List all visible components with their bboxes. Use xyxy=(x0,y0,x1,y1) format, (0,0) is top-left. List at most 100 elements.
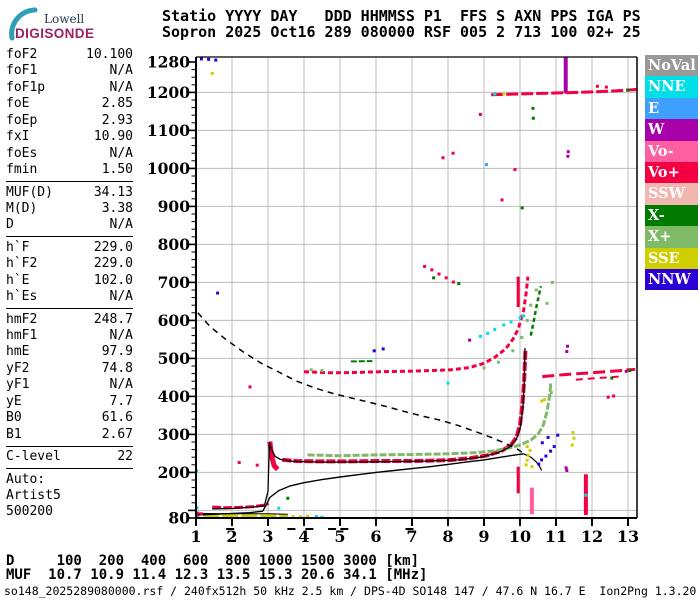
param-value: 2.85 xyxy=(101,96,133,112)
param-label: fmin xyxy=(6,162,38,178)
y-tick-label: 1280 xyxy=(147,53,190,72)
param-row: yE 7.7 xyxy=(6,394,133,410)
param-label: B0 xyxy=(6,410,22,426)
y-tick-label: 200 xyxy=(158,463,191,482)
x-tick-label: 1 xyxy=(190,527,201,546)
x-tick-label: 13 xyxy=(617,527,639,546)
param-row: B0 61.6 xyxy=(6,410,133,426)
y-tick-label: 1100 xyxy=(147,121,190,140)
title-line-1: Statio YYYY DAY DDD HHMMSS P1 FFS S AXN … xyxy=(162,7,641,25)
param-row: yF1 N/A xyxy=(6,377,133,393)
param-value: N/A xyxy=(109,145,133,161)
param-label: D xyxy=(6,217,14,233)
x-tick-label: 3 xyxy=(262,527,273,546)
param-separator xyxy=(6,308,133,310)
y-tick-label: 1200 xyxy=(147,83,190,102)
param-label: foE xyxy=(6,96,30,112)
legend-item-vo: Vo+ xyxy=(645,161,698,184)
x-tick-label: 9 xyxy=(478,527,489,546)
header-title: Statio YYYY DAY DDD HHMMSS P1 FFS S AXN … xyxy=(162,7,641,41)
param-label: yF1 xyxy=(6,377,30,393)
param-label: h`E xyxy=(6,272,30,288)
param-value: 61.6 xyxy=(101,410,133,426)
param-row: M(D) 3.38 xyxy=(6,201,133,217)
param-row: h`F2 229.0 xyxy=(6,256,133,272)
param-value: 1.50 xyxy=(101,162,133,178)
param-value: 229.0 xyxy=(93,239,133,255)
param-row: 500200 xyxy=(6,504,133,520)
param-separator xyxy=(6,181,133,182)
y-tick-label: 500 xyxy=(158,349,191,368)
legend-item-w: W xyxy=(645,119,698,141)
param-value: N/A xyxy=(109,328,133,343)
muf-values-row: MUF 10.7 10.9 11.4 12.3 13.5 15.3 20.6 3… xyxy=(6,567,428,583)
param-row: Auto: xyxy=(6,472,133,488)
param-value: 229.0 xyxy=(93,256,133,272)
param-label: foF1p xyxy=(6,79,46,95)
param-value: N/A xyxy=(109,217,133,233)
legend-item-nne: NNE xyxy=(645,76,698,98)
param-value: 10.90 xyxy=(93,129,133,145)
param-separator xyxy=(6,236,133,238)
param-row: foEs N/A xyxy=(6,146,133,162)
digisonde-logo: Lowell DIGISONDE xyxy=(6,5,136,45)
param-row: D N/A xyxy=(6,217,133,233)
param-row: h`F 229.0 xyxy=(6,240,133,256)
x-tick-label: 7 xyxy=(406,527,417,546)
param-row: foF1 N/A xyxy=(6,63,133,79)
param-label: h`F2 xyxy=(6,256,38,272)
param-value: 22 xyxy=(117,449,133,465)
param-row: yF2 74.8 xyxy=(6,361,133,377)
param-label: yF2 xyxy=(6,360,30,376)
param-label: hmF2 xyxy=(6,311,38,327)
param-label: MUF(D) xyxy=(6,184,53,200)
param-value: N/A xyxy=(109,63,133,79)
param-value: N/A xyxy=(109,289,133,305)
y-tick-label: 800 xyxy=(158,235,191,254)
param-row: foE 2.85 xyxy=(6,96,133,112)
param-value: 34.13 xyxy=(93,184,133,200)
legend-item-noval: NoVal xyxy=(645,55,698,77)
y-tick-label: 80 xyxy=(168,509,190,528)
param-value: 248.7 xyxy=(93,311,133,327)
param-value: 74.8 xyxy=(101,360,133,376)
param-value: 2.67 xyxy=(101,426,133,442)
y-tick-label: 400 xyxy=(158,387,191,406)
param-label: M(D) xyxy=(6,200,38,216)
status-line: so148_2025289080000.rsf / 240fx512h 50 k… xyxy=(4,584,697,598)
title-line-2: Sopron 2025 Oct16 289 080000 RSF 005 2 7… xyxy=(162,22,641,41)
muf-distance-row: D 100 200 400 600 800 1000 1500 3000 [km… xyxy=(6,553,420,569)
param-label: Auto: xyxy=(6,471,46,487)
param-label: fxI xyxy=(6,129,30,145)
y-tick-label: 700 xyxy=(158,273,191,292)
param-row: MUF(D) 34.13 xyxy=(6,185,133,201)
param-row: C-level 22 xyxy=(6,449,133,465)
x-tick-label: 6 xyxy=(370,527,381,546)
param-row: hmF2 248.7 xyxy=(6,312,133,328)
y-tick-label: 600 xyxy=(158,311,191,330)
param-row: Artist5 xyxy=(6,488,133,504)
param-value: N/A xyxy=(109,377,133,393)
legend-item-x: X- xyxy=(645,204,698,227)
logo-swoosh-icon xyxy=(9,7,38,41)
param-row: h`Es N/A xyxy=(6,289,133,305)
x-tick-label: 12 xyxy=(581,527,603,546)
param-value: 3.38 xyxy=(101,200,133,216)
param-separator xyxy=(6,468,133,469)
legend-item-x: X+ xyxy=(645,226,698,248)
param-row: hmE 97.9 xyxy=(6,344,133,360)
x-tick-label: 2 xyxy=(226,527,237,546)
param-label: h`Es xyxy=(6,289,38,305)
param-label: B1 xyxy=(6,426,22,442)
y-tick-label: 300 xyxy=(158,425,191,444)
param-label: 500200 xyxy=(6,504,53,520)
param-label: h`F xyxy=(6,239,30,255)
y-tick-label: 900 xyxy=(158,197,191,216)
param-label: foEs xyxy=(6,145,38,161)
x-tick-label: 5 xyxy=(334,527,345,546)
param-row: B1 2.67 xyxy=(6,427,133,443)
x-tick-label: 8 xyxy=(442,527,453,546)
echo-color-legend: NoVal NNE E W Vo- Vo+ SSW X- X+ SSE NNW xyxy=(645,55,698,291)
